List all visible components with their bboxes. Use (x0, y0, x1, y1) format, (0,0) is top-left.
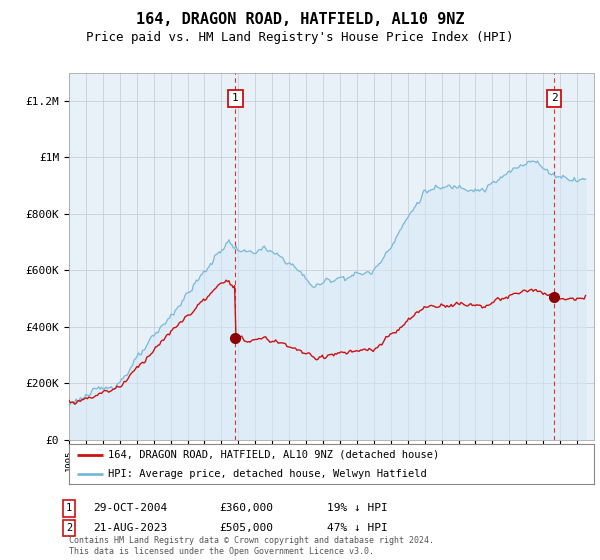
Text: Price paid vs. HM Land Registry's House Price Index (HPI): Price paid vs. HM Land Registry's House … (86, 31, 514, 44)
Text: 1: 1 (66, 503, 72, 514)
Text: Contains HM Land Registry data © Crown copyright and database right 2024.
This d: Contains HM Land Registry data © Crown c… (69, 536, 434, 556)
Text: 19% ↓ HPI: 19% ↓ HPI (327, 503, 388, 514)
Text: 29-OCT-2004: 29-OCT-2004 (93, 503, 167, 514)
Text: 1: 1 (232, 94, 239, 104)
Text: 47% ↓ HPI: 47% ↓ HPI (327, 523, 388, 533)
Text: 164, DRAGON ROAD, HATFIELD, AL10 9NZ (detached house): 164, DRAGON ROAD, HATFIELD, AL10 9NZ (de… (109, 450, 440, 460)
Text: 21-AUG-2023: 21-AUG-2023 (93, 523, 167, 533)
Text: £505,000: £505,000 (219, 523, 273, 533)
Text: 2: 2 (66, 523, 72, 533)
Text: 164, DRAGON ROAD, HATFIELD, AL10 9NZ: 164, DRAGON ROAD, HATFIELD, AL10 9NZ (136, 12, 464, 27)
Text: HPI: Average price, detached house, Welwyn Hatfield: HPI: Average price, detached house, Welw… (109, 469, 427, 478)
Text: 2: 2 (551, 94, 557, 104)
Text: £360,000: £360,000 (219, 503, 273, 514)
